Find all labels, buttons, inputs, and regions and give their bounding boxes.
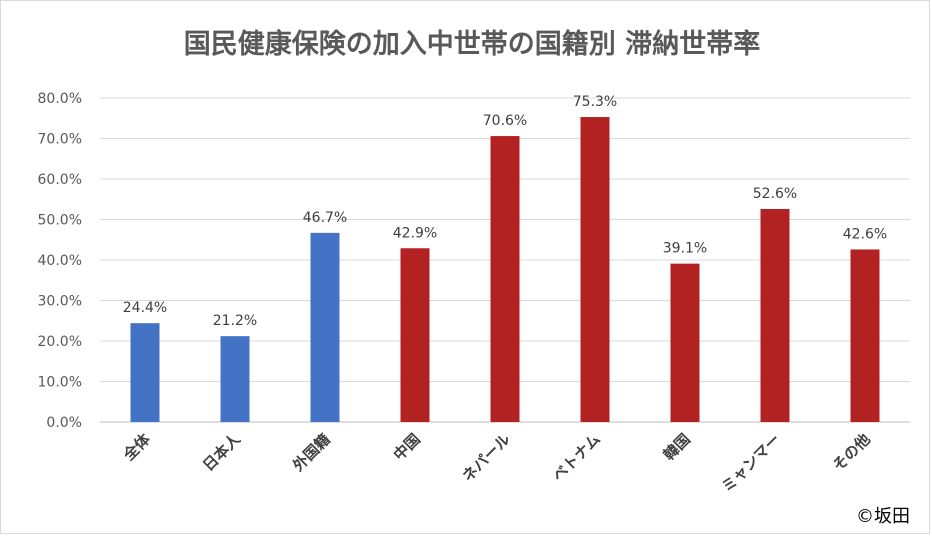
data-label: 21.2% bbox=[213, 313, 257, 329]
category-labels: 全体 日本人 外国籍 中国 ネパール ベトナム 韓国 ミャンマー その他 bbox=[119, 429, 874, 495]
category-label: 中国 bbox=[390, 430, 424, 464]
copyright-text: ©坂田 bbox=[856, 506, 910, 527]
y-axis-ticks: 0.0% 10.0% 20.0% 30.0% 40.0% 50.0% 60.0% 70.0% 8… bbox=[38, 91, 82, 431]
data-label: 52.6% bbox=[753, 186, 797, 202]
category-label: 外国籍 bbox=[289, 430, 334, 475]
y-tick-label: 50.0% bbox=[38, 213, 82, 229]
y-tick-label: 40.0% bbox=[38, 253, 82, 269]
category-label: 日本人 bbox=[199, 429, 244, 474]
bar bbox=[130, 323, 160, 422]
bar bbox=[490, 136, 520, 422]
data-labels: 24.4% 21.2% 46.7% 42.9% 70.6% 75.3% 39.1% 52.6%… bbox=[123, 94, 887, 329]
category-label: 韓国 bbox=[660, 430, 694, 464]
bar bbox=[670, 263, 700, 422]
category-label: その他 bbox=[829, 430, 874, 475]
data-label: 75.3% bbox=[573, 94, 617, 110]
data-label: 39.1% bbox=[663, 241, 707, 257]
y-tick-label: 0.0% bbox=[46, 415, 82, 431]
data-label: 24.4% bbox=[123, 300, 167, 316]
bars bbox=[130, 117, 880, 422]
y-tick-label: 30.0% bbox=[38, 294, 82, 310]
y-tick-label: 70.0% bbox=[38, 132, 82, 148]
y-tick-label: 80.0% bbox=[38, 91, 82, 107]
chart-title: 国民健康保険の加入中世帯の国籍別 滞納世帯率 bbox=[184, 28, 760, 60]
category-label: 全体 bbox=[119, 429, 154, 464]
data-label: 42.9% bbox=[393, 225, 437, 241]
bar bbox=[310, 232, 340, 422]
bar bbox=[220, 336, 250, 422]
data-label: 46.7% bbox=[303, 210, 347, 226]
category-label: ネパール bbox=[459, 430, 514, 485]
bar bbox=[760, 208, 790, 422]
category-label: ミャンマー bbox=[718, 430, 784, 496]
data-label: 70.6% bbox=[483, 113, 527, 129]
y-tick-label: 20.0% bbox=[38, 334, 82, 350]
bar bbox=[850, 249, 880, 422]
y-tick-label: 60.0% bbox=[38, 172, 82, 188]
data-label: 42.6% bbox=[843, 226, 887, 242]
bar bbox=[580, 117, 610, 422]
y-tick-label: 10.0% bbox=[38, 375, 82, 391]
bar bbox=[400, 248, 430, 422]
category-label: ベトナム bbox=[549, 430, 604, 485]
